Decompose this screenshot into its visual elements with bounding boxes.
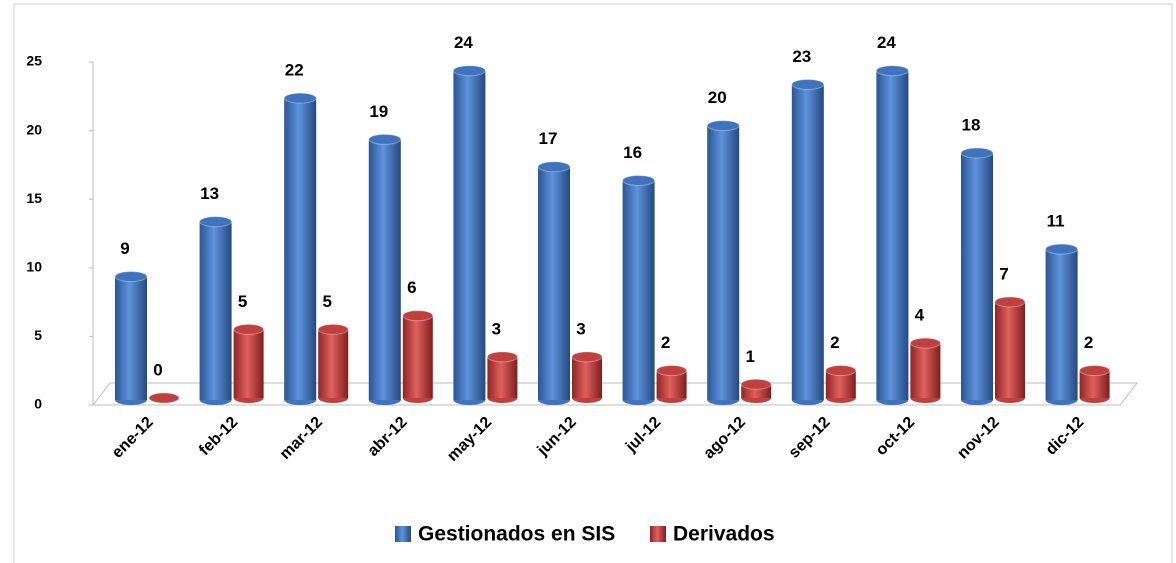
value-label: 6 [407,278,416,297]
bar [538,166,570,400]
x-tick-label: mar-12 [277,414,326,463]
bar-top [148,392,180,404]
bar [876,70,909,400]
x-tick-label: feb-12 [196,414,241,459]
bar-top [452,65,486,77]
x-tick-label: jul-12 [622,414,664,456]
y-tick-label: 10 [26,259,42,275]
value-label: 9 [120,239,129,258]
y-tick-label: 15 [26,190,42,206]
bar-top [656,365,688,377]
value-label: 19 [369,102,388,121]
bar-top [740,378,772,390]
bar [318,329,349,398]
bar-top [960,147,994,159]
bar-top [368,133,402,145]
bar-top [233,323,265,335]
bar-top [1079,365,1111,377]
floor [91,382,1139,406]
x-tick-label: ene-12 [109,414,157,462]
value-label: 0 [153,360,162,379]
bar [910,343,941,398]
x-tick-label: oct-12 [873,414,918,459]
bar [368,139,401,400]
value-label: 22 [285,61,304,80]
bar-top [1045,243,1079,255]
bar-top [571,351,603,363]
value-label: 2 [830,333,839,352]
value-label: 24 [877,33,896,52]
x-tick-label: jun-12 [534,414,580,460]
chart-border [13,3,1173,563]
bar [572,356,602,398]
bar [453,70,486,400]
bar [791,84,824,400]
bar-top [994,296,1026,308]
value-label: 18 [962,116,981,135]
x-tick-label: may-12 [444,414,495,465]
bar [961,153,993,400]
legend-label: Derivados [673,523,775,546]
bar-top [706,120,740,132]
bar [199,221,232,400]
bar [622,180,655,400]
bar [233,329,264,398]
y-tick-label: 5 [34,327,42,343]
bar-top [199,216,233,228]
x-tick-label: abr-12 [365,414,411,460]
value-label: 24 [454,33,473,52]
value-label: 20 [708,88,727,107]
legend-swatch [395,526,411,542]
value-label: 11 [1047,212,1065,231]
legend-swatch [650,526,666,542]
value-label: 5 [322,292,331,311]
y-tick-label: 0 [34,396,42,412]
value-label: 16 [623,143,642,162]
value-label: 4 [915,306,925,325]
legend-label: Gestionados en SIS [418,523,615,546]
bar [487,356,518,398]
bar [115,276,147,400]
bar-top [402,310,434,322]
value-label: 5 [238,292,247,311]
value-label: 2 [1084,333,1093,352]
bar [995,301,1025,398]
value-label: 3 [492,319,501,338]
value-label: 13 [200,184,219,203]
value-label: 7 [999,264,1008,283]
bar-top [825,365,857,377]
x-tick-label: dic-12 [1043,414,1088,459]
value-label: 1 [745,347,754,366]
bar-top [875,65,909,77]
bar-top [317,323,349,335]
value-label: 2 [661,333,670,352]
bar [402,315,433,398]
y-tick-label: 20 [26,121,42,137]
x-tick-label: nov-12 [954,414,1003,463]
bar [284,98,317,400]
value-label: 17 [539,129,558,148]
x-tick-label: sep-12 [786,414,834,462]
bar [707,125,740,400]
bar-top [622,174,656,186]
value-label: 23 [792,47,811,66]
bar-top [486,351,518,363]
x-tick-label: ago-12 [701,414,750,463]
bar-top [909,337,941,349]
bar-top [114,271,148,283]
bar [1045,249,1078,400]
bar-top [283,92,317,104]
value-label: 3 [576,319,585,338]
bar-top [791,78,825,90]
y-tick-label: 25 [26,53,42,69]
bar-top [537,161,571,173]
